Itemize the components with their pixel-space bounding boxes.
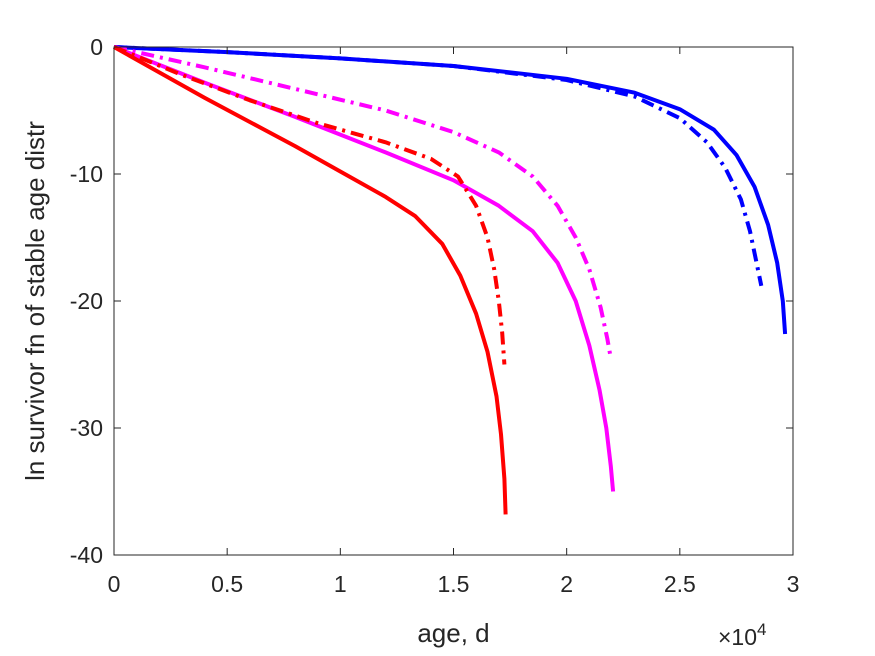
y-tick-label: 0 (90, 34, 103, 60)
y-axis-label: ln survivor fn of stable age distr (20, 121, 50, 481)
x-tick-label: 0.5 (211, 571, 243, 597)
x-axis-multiplier: ×104 (718, 620, 766, 650)
series-line-2 (113, 45, 764, 287)
x-axis-label: age, d (417, 618, 489, 648)
series-layer (113, 45, 788, 515)
ticks-layer: 0 0.5 1 1.5 2 2.5 3 0 -10 -20 -30 -40 (70, 34, 800, 597)
x-axis-multiplier-base: ×10 (718, 624, 757, 650)
x-tick-label: 1 (334, 571, 347, 597)
series-line-5 (113, 45, 508, 515)
x-tick-label: 2 (560, 571, 573, 597)
y-tick-label: -40 (70, 542, 103, 568)
plot-area (114, 47, 793, 555)
x-tick-label: 2.5 (664, 571, 696, 597)
series-line-4 (113, 45, 613, 359)
x-tick-label: 3 (787, 571, 800, 597)
x-axis-multiplier-exponent: 4 (757, 620, 766, 639)
x-tick-label: 1.5 (438, 571, 470, 597)
series-line-6 (113, 45, 507, 365)
y-tick-label: -10 (70, 161, 103, 187)
series-line-3 (113, 45, 616, 492)
y-tick-label: -20 (70, 288, 103, 314)
y-tick-label: -30 (70, 415, 103, 441)
x-tick-label: 0 (108, 571, 121, 597)
